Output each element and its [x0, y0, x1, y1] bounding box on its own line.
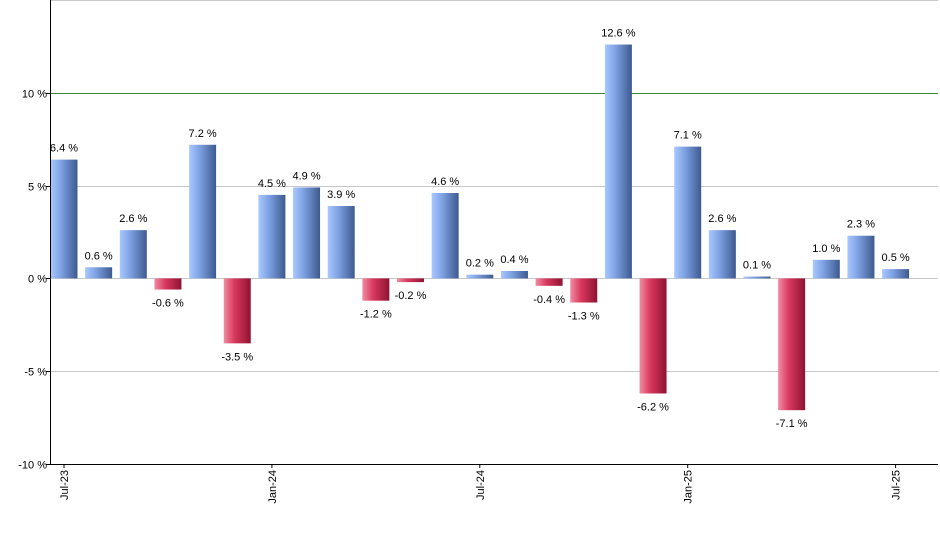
bar-feb-24: [293, 187, 321, 279]
bar-data-label: 3.9 %: [327, 189, 355, 201]
bar-mar-25: [743, 276, 771, 279]
bar-jan-25: [674, 146, 702, 279]
bar-data-label: -7.1 %: [776, 418, 808, 430]
bar-aug-23: [85, 267, 113, 279]
bar-data-label: 0.5 %: [882, 252, 910, 264]
bar-data-label: 4.5 %: [258, 178, 286, 190]
x-tick-label: Jan-24: [267, 470, 279, 504]
x-tick-label: Jul-25: [891, 470, 903, 500]
bar-jan-24: [258, 194, 286, 279]
bar-data-label: 0.1 %: [743, 260, 771, 272]
y-tick-label: 10 %: [22, 89, 47, 101]
bar-feb-25: [708, 230, 736, 279]
bar-data-label: 12.6 %: [601, 28, 635, 40]
bar-data-label: 4.6 %: [431, 176, 459, 188]
y-tick-label: -10 %: [18, 460, 47, 472]
bar-apr-24: [362, 278, 390, 301]
bar-data-label: 2.6 %: [119, 213, 147, 225]
bar-jul-25: [882, 269, 910, 279]
bar-data-label: -3.5 %: [221, 351, 253, 363]
y-tick-label: 5 %: [28, 182, 47, 194]
bar-sep-23: [119, 230, 147, 279]
bar-data-label: 1.0 %: [812, 243, 840, 255]
axes: 10 % 5 % 0 % -5 % -10 % Jul-23 Jan-24 Jul-24 Jan…: [18, 0, 938, 504]
x-tick-label: Jan-25: [683, 470, 695, 504]
bar-data-label: 2.6 %: [708, 213, 736, 225]
bar-data-label: 0.6 %: [85, 250, 113, 262]
bar-data-label: 2.3 %: [847, 219, 875, 231]
bar-oct-24: [570, 278, 598, 303]
bar-data-label: 7.2 %: [189, 128, 217, 140]
bars: [50, 44, 910, 411]
bar-dec-24: [639, 278, 667, 394]
x-tick-label: Jul-23: [59, 470, 71, 500]
bar-data-label: 7.1 %: [674, 130, 702, 142]
bar-jun-25: [847, 235, 875, 279]
bar-data-label: -6.2 %: [637, 401, 669, 413]
y-tick-label: -5 %: [24, 367, 47, 379]
x-tick-label: Jul-24: [475, 470, 487, 500]
bar-apr-25: [778, 278, 806, 411]
y-tick-label: 0 %: [28, 274, 47, 286]
bar-data-label: 6.4 %: [50, 143, 78, 155]
bar-data-label: -0.6 %: [152, 298, 184, 310]
bar-aug-24: [500, 270, 528, 279]
bar-mar-24: [327, 206, 355, 279]
bar-data-label: 0.4 %: [500, 254, 528, 266]
bar-sep-24: [535, 278, 563, 286]
bar-data-label: -1.2 %: [360, 309, 392, 321]
data-labels: 6.4 % 0.6 % 2.6 % -0.6 % 7.2 % -3.5 % 4.5 % 4.9…: [50, 28, 910, 431]
bar-may-24: [397, 278, 424, 283]
bar-data-label: -0.4 %: [533, 294, 565, 306]
bar-may-25: [812, 259, 840, 279]
bar-jul-23: [50, 159, 78, 279]
bar-data-label: 4.9 %: [292, 170, 320, 182]
bar-nov-24: [604, 44, 632, 279]
bar-nov-23: [189, 144, 217, 279]
bar-jun-24: [431, 193, 459, 279]
bar-jul-24: [466, 274, 494, 279]
bar-data-label: -1.3 %: [568, 311, 600, 323]
bar-data-label: -0.2 %: [395, 290, 427, 302]
bar-oct-23: [154, 278, 182, 290]
bar-dec-23: [223, 278, 251, 344]
bar-data-label: 0.2 %: [466, 258, 494, 270]
